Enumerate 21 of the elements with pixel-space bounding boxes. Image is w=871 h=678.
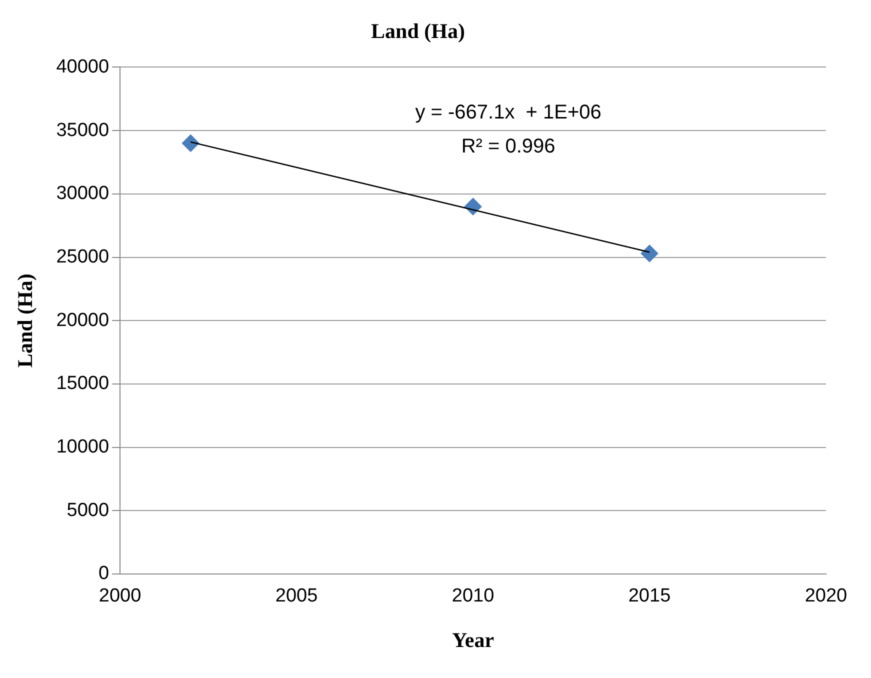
y-tick-label: 15000	[56, 373, 110, 394]
y-tick-label: 35000	[56, 120, 110, 141]
x-tick-label: 2000	[98, 586, 142, 607]
y-tick-label: 0	[98, 563, 110, 584]
y-tick-label: 25000	[56, 246, 110, 268]
chart-title: Land (Ha)	[371, 19, 465, 44]
point	[182, 134, 200, 152]
y-tick-label: 10000	[56, 436, 110, 458]
y-axis-title: Land (Ha)	[13, 274, 38, 368]
y-tick-label: 5000	[66, 500, 110, 521]
x-tick-label: 2015	[628, 586, 671, 607]
x-tick-label: 2020	[804, 586, 848, 607]
x-tick-label: 2005	[275, 586, 318, 607]
point	[640, 244, 658, 262]
x-axis-title: Year	[452, 628, 494, 652]
annotation: y = -667.1x + 1E+06	[415, 102, 602, 124]
y-tick-label: 40000	[56, 56, 110, 78]
y-tick-label: 30000	[56, 183, 110, 204]
x-tick-label: 2010	[452, 586, 494, 607]
y-tick-label: 20000	[56, 310, 110, 331]
annotation: R² = 0.996	[461, 136, 556, 158]
